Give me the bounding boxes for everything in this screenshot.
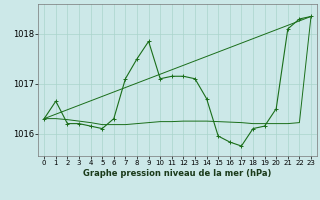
X-axis label: Graphe pression niveau de la mer (hPa): Graphe pression niveau de la mer (hPa) — [84, 169, 272, 178]
